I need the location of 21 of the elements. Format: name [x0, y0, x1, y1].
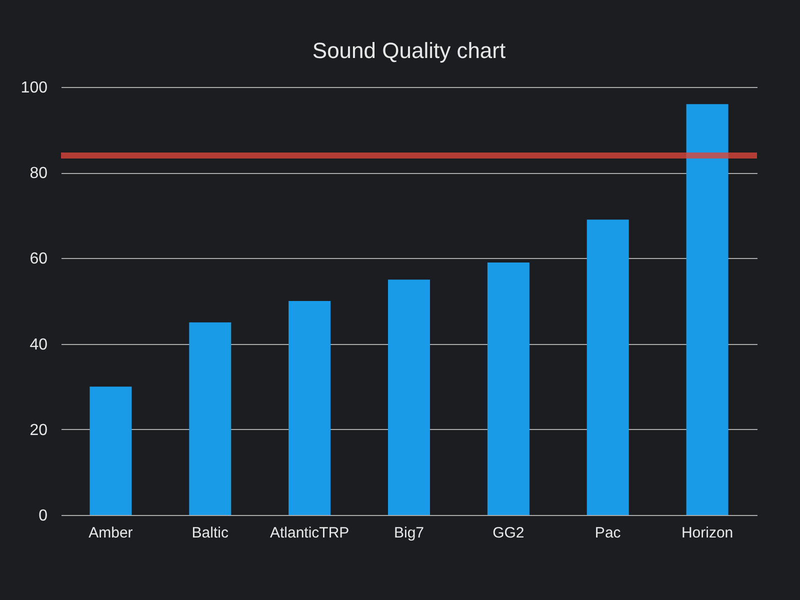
y-tick-label: 100: [20, 80, 48, 96]
x-tick-label: Baltic: [192, 524, 229, 542]
bar: [586, 220, 629, 515]
x-tick-label: AtlanticTRP: [270, 524, 350, 542]
bar: [388, 280, 430, 515]
y-tick-label: 40: [30, 336, 48, 354]
chart-title: Sound Quality chart: [312, 38, 506, 63]
bar: [288, 301, 331, 515]
bar: [189, 322, 232, 515]
y-tick-label: 0: [38, 508, 48, 524]
bar: [686, 104, 728, 515]
x-tick-label: Pac: [594, 524, 622, 542]
y-tick-label: 60: [30, 250, 48, 268]
x-tick-label: Horizon: [681, 524, 734, 542]
bar: [487, 262, 530, 515]
bar: [90, 386, 132, 515]
x-tick-label: GG2: [492, 524, 524, 542]
y-tick-label: 20: [30, 422, 48, 439]
x-tick-label: Big7: [394, 524, 424, 542]
y-tick-label: 80: [30, 165, 48, 182]
x-tick-label: Amber: [88, 524, 133, 542]
